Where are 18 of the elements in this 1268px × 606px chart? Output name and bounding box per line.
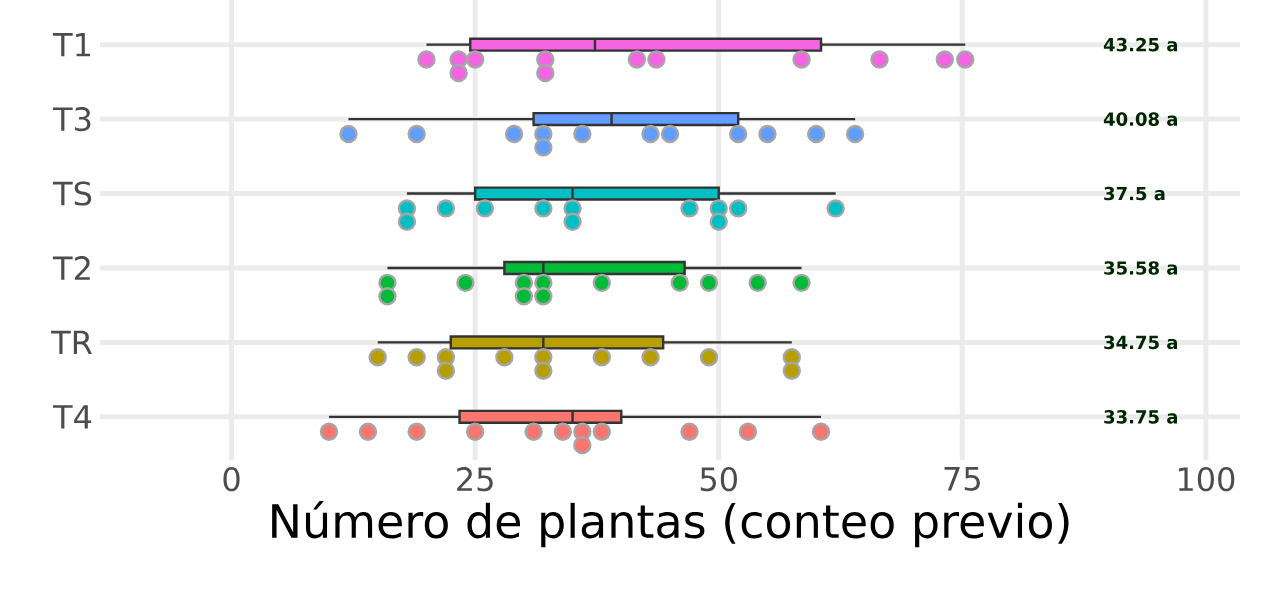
- annotation: 43.25 a: [1103, 37, 1178, 52]
- annotation: 35.58 a: [1104, 261, 1178, 275]
- x-tick-label: 50: [700, 467, 737, 492]
- x-tick-label: 75: [944, 467, 980, 491]
- annotation: 37.5 a: [1104, 186, 1165, 201]
- y-tick-label: T1: [52, 33, 90, 57]
- x-tick-label: 0: [223, 467, 240, 492]
- y-tick-label: TR: [51, 330, 93, 355]
- y-tick-label: TS: [52, 181, 92, 206]
- y-tick-label: T3: [52, 107, 91, 132]
- y-tick-label: T2: [52, 256, 90, 280]
- x-tick-label: 25: [457, 467, 493, 492]
- x-tick-label: 100: [1178, 467, 1235, 492]
- y-tick-label: T4: [52, 405, 92, 429]
- annotation: 33.75 a: [1104, 410, 1178, 424]
- annotation: 34.75 a: [1104, 335, 1178, 350]
- annotation: 40.08 a: [1103, 112, 1178, 126]
- x-axis-title: Número de plantas (conteo previo): [272, 501, 1069, 548]
